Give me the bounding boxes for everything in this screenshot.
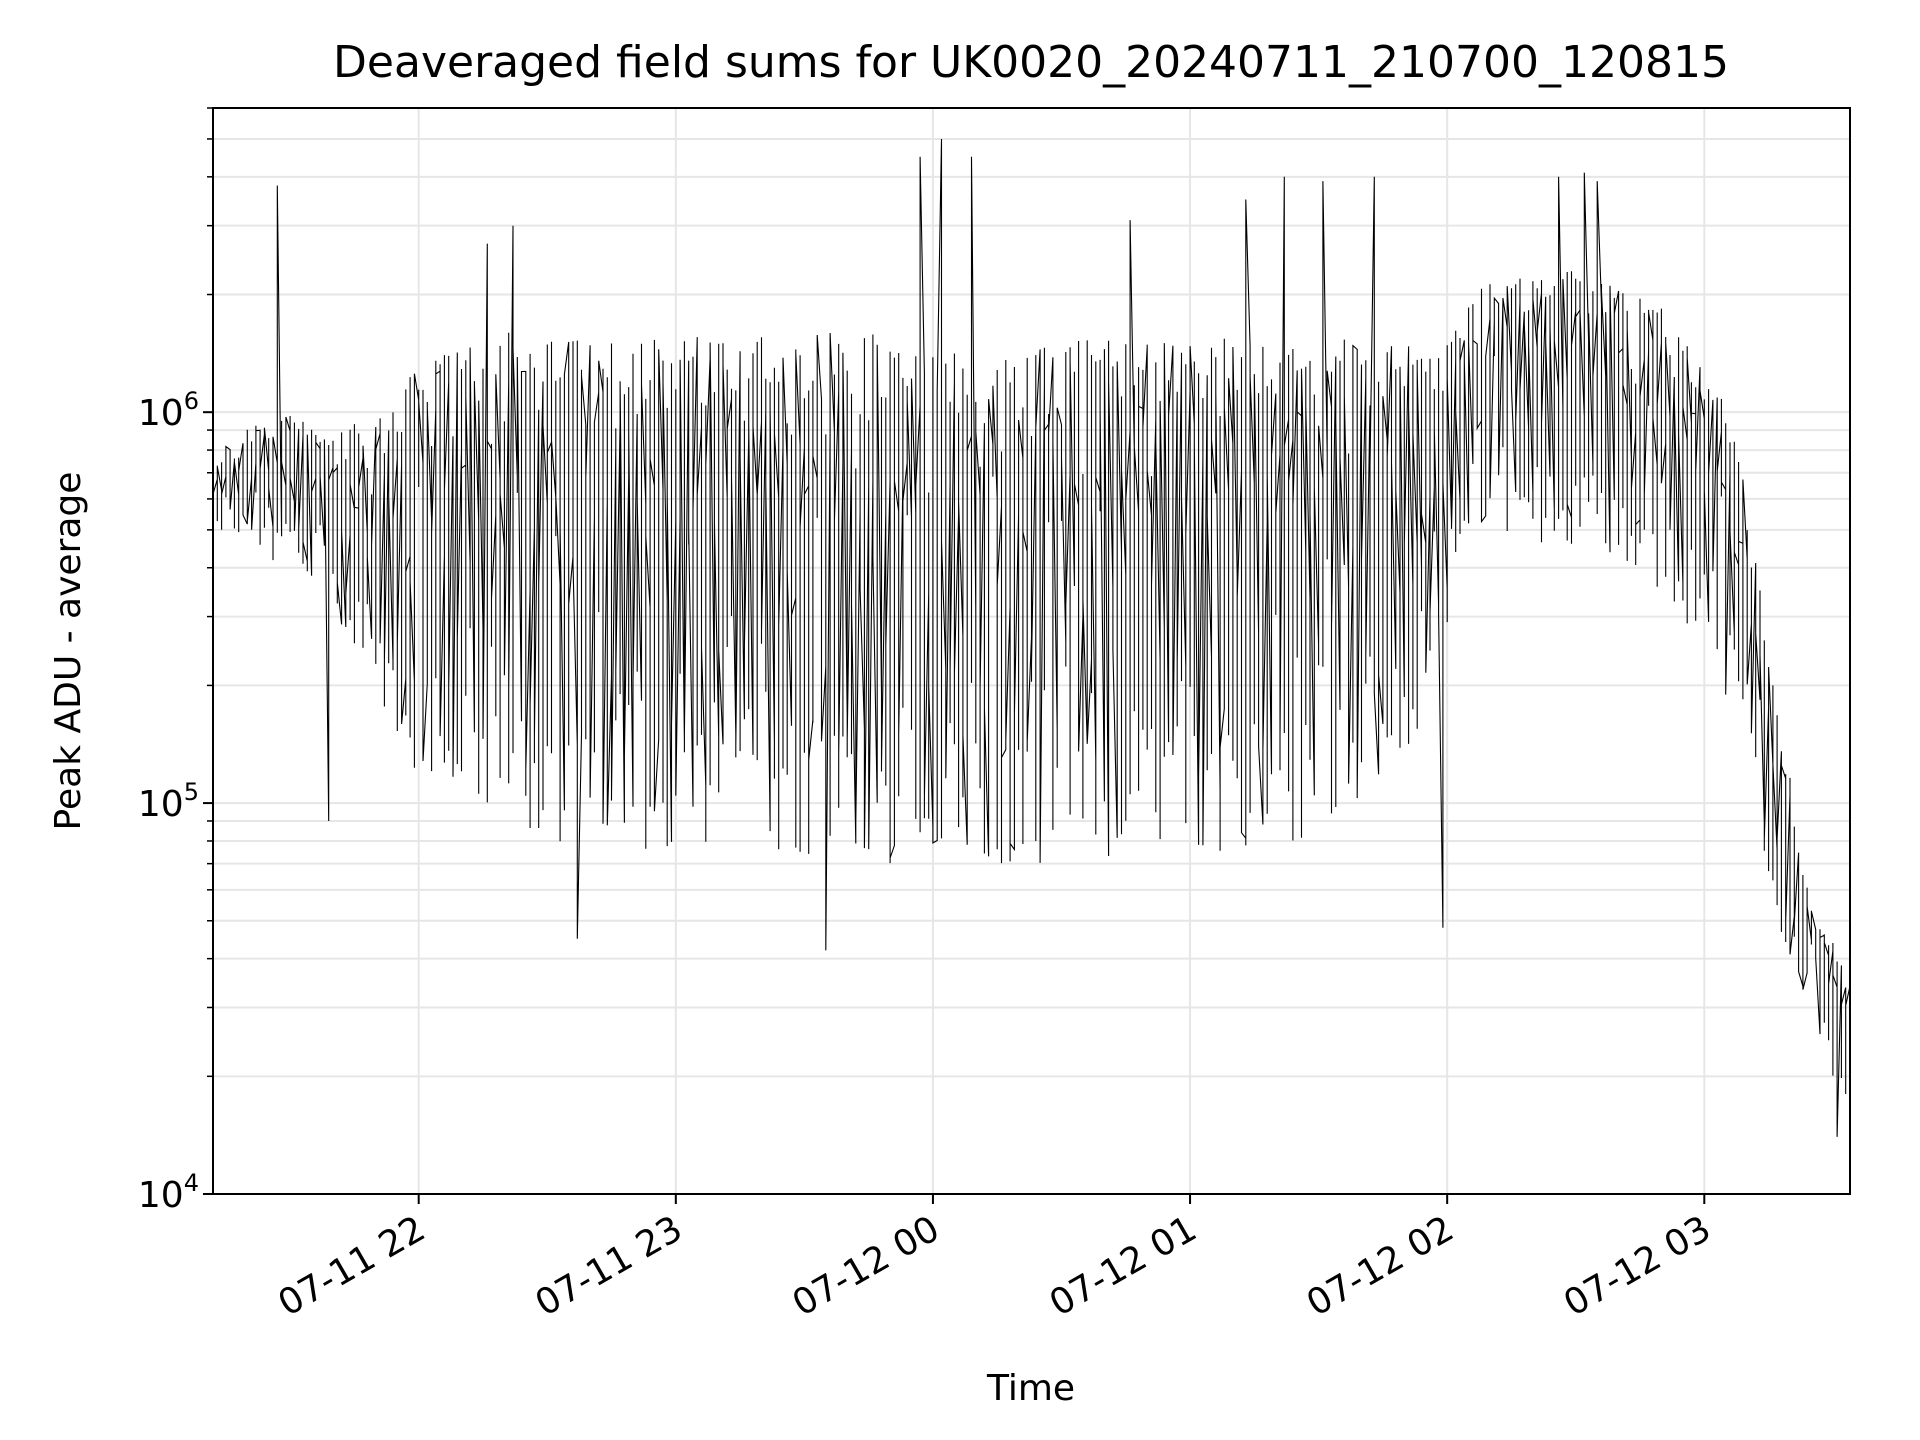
series-line [212,138,1851,1137]
plot-frame [212,107,1851,1195]
y-tick-exponent: 5 [184,778,199,806]
x-axis-label: Time [986,1368,1075,1409]
y-tick-label: 106 [138,387,199,434]
data-line [212,138,1851,1137]
y-tick-label: 105 [138,778,199,825]
y-tick-base: 10 [138,1175,184,1216]
chart-title: Deaveraged field sums for UK0020_2024071… [333,37,1729,88]
y-tick-exponent: 4 [184,1169,199,1197]
y-tick-label: 104 [138,1169,199,1216]
y-tick-exponent: 6 [184,387,199,415]
y-tick-base: 10 [138,393,184,434]
y-tick-base: 10 [138,784,184,825]
y-axis-label: Peak ADU - average [48,472,89,831]
